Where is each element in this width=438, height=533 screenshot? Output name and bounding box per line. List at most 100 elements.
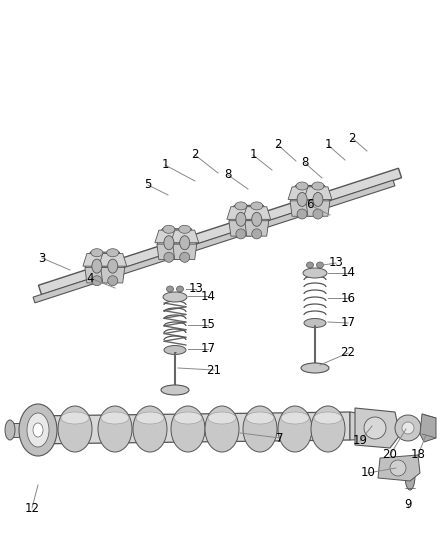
Polygon shape bbox=[227, 207, 255, 220]
Ellipse shape bbox=[164, 252, 174, 262]
Ellipse shape bbox=[108, 259, 118, 273]
Ellipse shape bbox=[179, 225, 191, 233]
Ellipse shape bbox=[180, 236, 190, 250]
Ellipse shape bbox=[297, 192, 307, 206]
Ellipse shape bbox=[236, 229, 246, 239]
Ellipse shape bbox=[303, 268, 327, 278]
Text: 15: 15 bbox=[201, 319, 215, 332]
Bar bbox=[8, 423, 36, 437]
Polygon shape bbox=[39, 168, 402, 295]
Ellipse shape bbox=[61, 412, 89, 424]
Text: 1: 1 bbox=[249, 149, 257, 161]
Ellipse shape bbox=[235, 202, 247, 210]
Polygon shape bbox=[33, 180, 395, 303]
Polygon shape bbox=[290, 185, 330, 211]
Text: 12: 12 bbox=[25, 502, 39, 514]
Ellipse shape bbox=[278, 406, 312, 452]
Polygon shape bbox=[30, 412, 350, 444]
Polygon shape bbox=[157, 229, 197, 254]
Text: 14: 14 bbox=[340, 266, 356, 279]
Polygon shape bbox=[245, 221, 269, 236]
Polygon shape bbox=[306, 201, 330, 216]
Text: 21: 21 bbox=[206, 364, 222, 376]
Ellipse shape bbox=[5, 420, 15, 440]
Ellipse shape bbox=[98, 406, 132, 452]
Ellipse shape bbox=[307, 262, 314, 268]
Text: 2: 2 bbox=[348, 132, 356, 144]
Ellipse shape bbox=[390, 460, 406, 476]
Ellipse shape bbox=[91, 249, 103, 257]
Polygon shape bbox=[171, 230, 199, 243]
Ellipse shape bbox=[246, 412, 274, 424]
Ellipse shape bbox=[236, 212, 246, 227]
Ellipse shape bbox=[317, 262, 324, 268]
Text: 19: 19 bbox=[353, 434, 367, 448]
Text: 16: 16 bbox=[340, 292, 356, 304]
Text: 13: 13 bbox=[328, 256, 343, 270]
Ellipse shape bbox=[243, 406, 277, 452]
Text: 1: 1 bbox=[324, 139, 332, 151]
Text: 14: 14 bbox=[201, 289, 215, 303]
Polygon shape bbox=[85, 268, 109, 283]
Polygon shape bbox=[350, 412, 372, 440]
Ellipse shape bbox=[402, 422, 414, 434]
Ellipse shape bbox=[174, 412, 202, 424]
Ellipse shape bbox=[136, 412, 164, 424]
Polygon shape bbox=[173, 244, 197, 260]
Ellipse shape bbox=[314, 412, 342, 424]
Ellipse shape bbox=[133, 406, 167, 452]
Polygon shape bbox=[378, 455, 420, 481]
Ellipse shape bbox=[107, 249, 119, 257]
Text: 17: 17 bbox=[201, 343, 215, 356]
Text: 18: 18 bbox=[410, 448, 425, 462]
Text: 10: 10 bbox=[360, 466, 375, 480]
Text: 1: 1 bbox=[161, 158, 169, 172]
Ellipse shape bbox=[92, 259, 102, 273]
Text: 8: 8 bbox=[301, 157, 309, 169]
Text: 17: 17 bbox=[340, 317, 356, 329]
Polygon shape bbox=[288, 187, 316, 199]
Ellipse shape bbox=[163, 292, 187, 302]
Ellipse shape bbox=[405, 462, 415, 490]
Ellipse shape bbox=[58, 406, 92, 452]
Ellipse shape bbox=[166, 286, 173, 292]
Polygon shape bbox=[99, 254, 127, 266]
Ellipse shape bbox=[101, 412, 129, 424]
Text: 8: 8 bbox=[224, 168, 232, 182]
Polygon shape bbox=[304, 187, 332, 199]
Polygon shape bbox=[229, 205, 268, 231]
Polygon shape bbox=[101, 268, 125, 283]
Ellipse shape bbox=[177, 286, 184, 292]
Polygon shape bbox=[290, 201, 314, 216]
Text: 3: 3 bbox=[38, 252, 46, 264]
Ellipse shape bbox=[301, 363, 329, 373]
Ellipse shape bbox=[108, 276, 118, 286]
Ellipse shape bbox=[311, 406, 345, 452]
Polygon shape bbox=[85, 252, 124, 277]
Ellipse shape bbox=[19, 404, 57, 456]
Ellipse shape bbox=[297, 209, 307, 219]
Text: 2: 2 bbox=[191, 149, 199, 161]
Ellipse shape bbox=[252, 229, 262, 239]
Polygon shape bbox=[355, 408, 400, 448]
Polygon shape bbox=[157, 244, 181, 260]
Ellipse shape bbox=[312, 182, 324, 190]
Ellipse shape bbox=[252, 212, 262, 227]
Ellipse shape bbox=[304, 319, 326, 327]
Text: 7: 7 bbox=[276, 432, 284, 445]
Text: 2: 2 bbox=[274, 139, 282, 151]
Text: 9: 9 bbox=[404, 498, 412, 512]
Ellipse shape bbox=[161, 385, 189, 395]
Ellipse shape bbox=[296, 182, 308, 190]
Ellipse shape bbox=[27, 413, 49, 447]
Ellipse shape bbox=[205, 406, 239, 452]
Ellipse shape bbox=[180, 252, 190, 262]
Ellipse shape bbox=[92, 276, 102, 286]
Polygon shape bbox=[83, 254, 111, 266]
Polygon shape bbox=[155, 230, 183, 243]
Polygon shape bbox=[420, 414, 436, 442]
Polygon shape bbox=[243, 207, 271, 220]
Ellipse shape bbox=[281, 412, 309, 424]
Ellipse shape bbox=[164, 345, 186, 354]
Ellipse shape bbox=[33, 423, 43, 437]
